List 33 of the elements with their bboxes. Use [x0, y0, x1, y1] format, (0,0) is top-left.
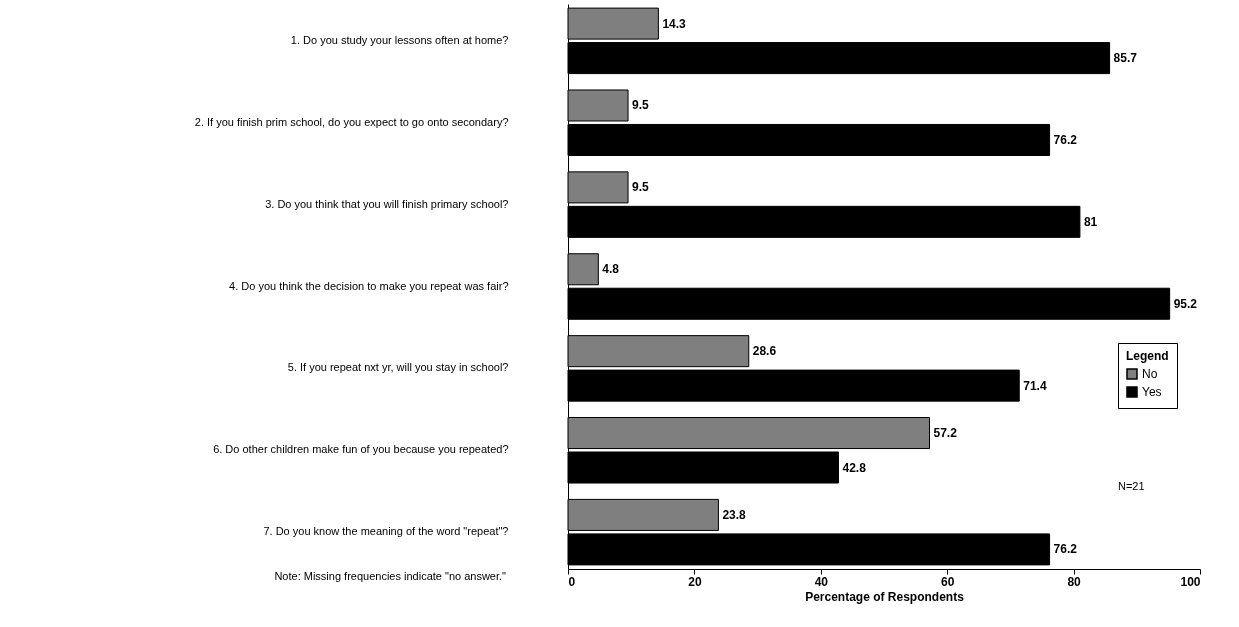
- data-label: 42.8: [842, 460, 867, 475]
- y-tick-label: 1. Do you study your lessons often at home?: [290, 33, 509, 46]
- x-tick-label: 60: [941, 574, 955, 589]
- data-label: 85.7: [1113, 51, 1138, 66]
- data-label: 76.2: [1053, 132, 1078, 147]
- x-tick-label: 0: [568, 574, 576, 589]
- data-label: 71.4: [1023, 378, 1047, 393]
- data-label: 9.5: [632, 98, 650, 113]
- y-tick-label: 4. Do you think the decision to make you repeat was fair?: [229, 279, 509, 292]
- x-tick-label: 100: [1180, 574, 1201, 589]
- x-tick-label: 20: [688, 574, 702, 589]
- data-label: 4.8: [602, 262, 620, 277]
- data-label: 9.5: [632, 180, 650, 195]
- data-label: 76.2: [1053, 542, 1078, 557]
- y-tick-label: 6. Do other children make fun of you because you repeated?: [213, 443, 509, 456]
- y-tick-label: 2. If you finish prim school, do you expect to go onto secondary?: [194, 115, 509, 128]
- data-label: 14.3: [662, 16, 687, 31]
- x-axis-title: Percentage of Respondents: [805, 589, 965, 604]
- legend-title: Legend: [1126, 349, 1169, 363]
- data-label: 81: [1083, 214, 1098, 229]
- data-label: 23.8: [722, 507, 747, 522]
- y-tick-label: 5. If you repeat nxt yr, will you stay in school?: [287, 361, 509, 374]
- data-label: 57.2: [933, 426, 958, 441]
- legend-label: No: [1142, 367, 1158, 381]
- x-tick-label: 80: [1067, 574, 1082, 589]
- y-tick-label: 3. Do you think that you will finish primary school?: [265, 197, 509, 210]
- data-label: 28.6: [752, 344, 777, 359]
- annotation: N=21: [1118, 480, 1145, 493]
- legend-label: Yes: [1142, 385, 1162, 399]
- text: Note: Missing frequencies indicate "no answer.": [274, 570, 507, 582]
- data-label: 95.2: [1173, 296, 1198, 311]
- x-tick-label: 40: [814, 574, 829, 589]
- y-tick-label: 7. Do you know the meaning of the word "repeat"?: [263, 525, 509, 538]
